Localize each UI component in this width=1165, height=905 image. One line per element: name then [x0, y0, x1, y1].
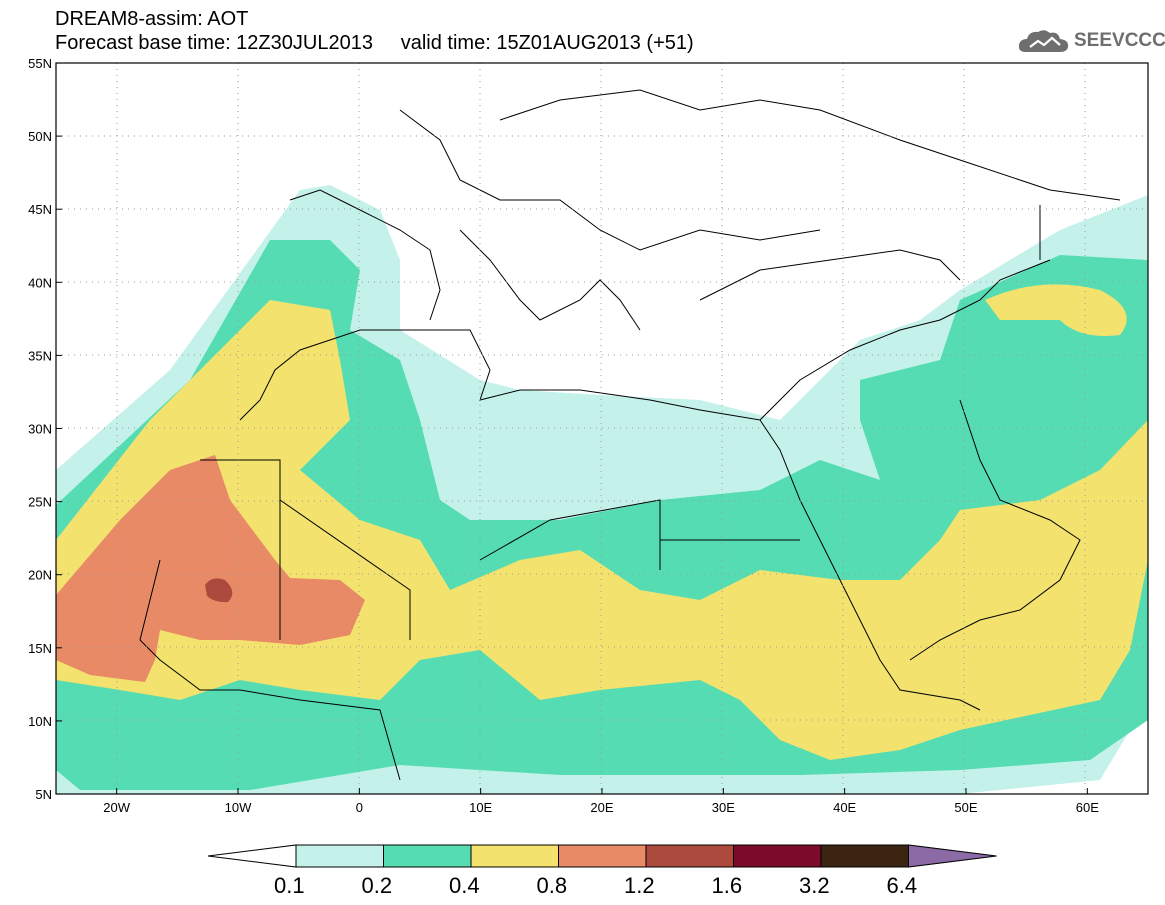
colorbar-swatch [733, 844, 822, 868]
lat-tick-label: 45N [28, 202, 52, 217]
cloud-icon [1018, 30, 1069, 52]
lon-tick-label: 10E [469, 800, 492, 815]
colorbar-label: 0.4 [449, 873, 480, 898]
lat-tick-label: 55N [28, 56, 52, 71]
colorbar-under-triangle [207, 844, 297, 868]
colorbar-swatch [470, 844, 559, 868]
lat-tick-label: 20N [28, 568, 52, 583]
lon-tick-label: 50E [954, 800, 977, 815]
lon-labels: 20W 10W 0 10E 20E 30E 40E 50E 60E [103, 788, 1099, 815]
aot-contours [56, 63, 1148, 794]
lon-tick-label: 60E [1076, 800, 1099, 815]
lat-tick-label: 40N [28, 275, 52, 290]
aot-band-0.4 [56, 300, 1148, 760]
colorbar-over-triangle [908, 844, 997, 868]
lon-tick-label: 30E [712, 800, 735, 815]
lon-tick-label: 40E [833, 800, 856, 815]
colorbar-swatch [558, 844, 647, 868]
colorbar-label: 0.2 [361, 873, 393, 898]
lon-tick-label: 0 [356, 800, 363, 815]
colorbar-swatch [645, 844, 734, 868]
map-title: DREAM8-assim: AOT [55, 8, 249, 30]
graticule [56, 63, 1148, 794]
lat-tick-label: 5N [35, 787, 52, 802]
aot-band-0.8 [56, 455, 365, 682]
coastlines [139, 89, 1121, 781]
colorbar-label: 0.8 [536, 873, 568, 898]
lat-tick-label: 25N [28, 495, 52, 510]
lat-labels: 55N 50N 45N 40N 35N 30N 25N 20N 15N 10N 5N [28, 56, 62, 802]
lat-tick-label: 35N [28, 348, 52, 363]
colorbar [207, 844, 997, 868]
lon-tick-label: 20E [590, 800, 613, 815]
logo-text: SEEVCCC [1074, 30, 1165, 51]
colorbar-label: 1.2 [624, 873, 655, 898]
lat-tick-label: 50N [28, 129, 52, 144]
lon-tick-label: 10W [225, 800, 252, 815]
colorbar-label: 6.4 [886, 873, 918, 898]
forecast-times: Forecast base time: 12Z30JUL2013 valid t… [55, 32, 694, 54]
seevccc-logo: SEEVCCC [1016, 26, 1165, 56]
colorbar-swatch [820, 844, 909, 868]
colorbar-label: 3.2 [799, 873, 830, 898]
colorbar-label: 0.1 [274, 873, 305, 898]
aot-band-1.2 [205, 578, 233, 603]
lat-tick-label: 15N [28, 641, 52, 656]
colorbar-swatch [295, 844, 384, 868]
lat-tick-label: 10N [28, 714, 52, 729]
lat-tick-label: 30N [28, 422, 52, 437]
colorbar-swatch [383, 844, 472, 868]
colorbar-label: 1.6 [711, 873, 743, 898]
lon-tick-label: 20W [103, 800, 130, 815]
